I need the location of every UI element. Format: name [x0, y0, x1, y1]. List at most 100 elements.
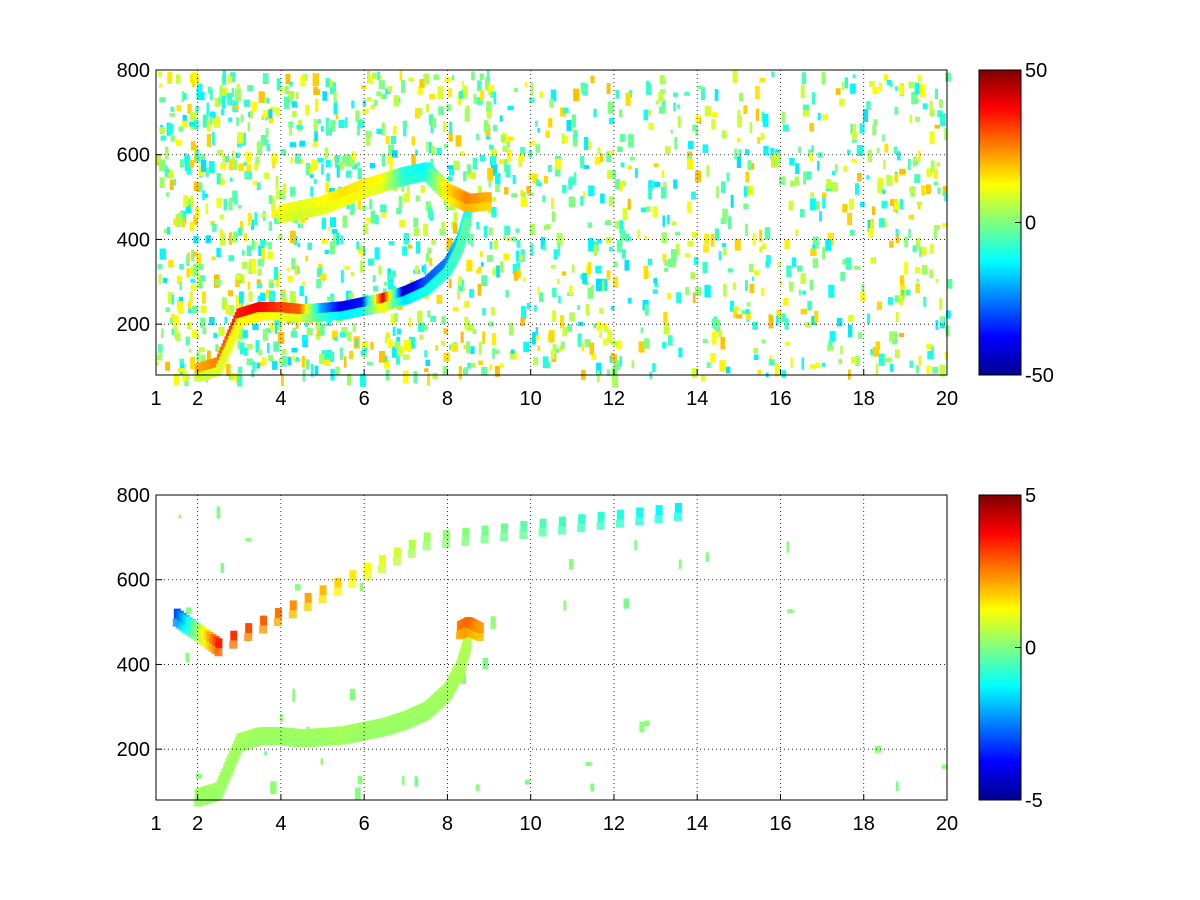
heatmap-cell: [189, 74, 193, 83]
heatmap-cell: [630, 156, 635, 161]
heatmap-cell: [284, 86, 289, 95]
heatmap-cell: [426, 104, 429, 113]
heatmap-cell: [671, 221, 677, 226]
heatmap-cell: [781, 370, 787, 378]
heatmap-cell: [376, 128, 383, 135]
heatmap-cell: [228, 117, 233, 123]
heatmap-cell: [476, 221, 480, 230]
heatmap-cell: [340, 235, 344, 245]
heatmap-cell: [230, 630, 238, 641]
heatmap-cell: [595, 265, 602, 274]
heatmap-cell: [805, 322, 811, 328]
heatmap-cell: [523, 276, 526, 282]
heatmap-cell: [180, 210, 187, 223]
heatmap-cell: [836, 317, 843, 327]
heatmap-cell: [334, 336, 338, 341]
heatmap-cell: [847, 212, 852, 226]
heatmap-cell: [160, 135, 167, 141]
heatmap-cell: [506, 149, 512, 163]
heatmap-cell: [364, 345, 367, 352]
heatmap-cell: [212, 132, 215, 146]
heatmap-cell: [492, 347, 495, 359]
heatmap-cell: [753, 347, 758, 353]
heatmap-cell: [330, 217, 336, 228]
heatmap-cell: [789, 281, 794, 292]
heatmap-cell: [547, 361, 551, 369]
heatmap-cell: [648, 122, 654, 130]
heatmap-cell: [759, 247, 763, 253]
heatmap-cell: [357, 168, 362, 179]
heatmap-cell: [817, 112, 821, 121]
heatmap-cell: [631, 360, 635, 369]
colorbar-tick-label: -50: [1025, 365, 1054, 387]
heatmap-cell: [921, 265, 928, 275]
heatmap-cell: [653, 278, 658, 284]
heatmap-cell: [614, 179, 621, 189]
heatmap-cell: [222, 156, 226, 162]
heatmap-cell: [358, 244, 363, 254]
heatmap-cell: [800, 273, 806, 284]
heatmap-cell: [161, 328, 164, 338]
heatmap-cell: [899, 168, 906, 174]
heatmap-cell: [453, 222, 458, 234]
heatmap-cell: [571, 264, 575, 273]
heatmap-cell: [663, 267, 669, 272]
heatmap-cell: [587, 222, 593, 228]
heatmap-cell: [580, 82, 586, 94]
heatmap-cell: [613, 354, 618, 368]
heatmap-cell: [851, 158, 858, 163]
heatmap-cell: [169, 179, 174, 190]
heatmap-cell: [530, 82, 534, 96]
heatmap-cell: [280, 356, 287, 367]
heatmap-cell: [408, 77, 415, 82]
heatmap-cell: [477, 185, 482, 199]
heatmap-cell: [488, 176, 491, 187]
heatmap-cell: [738, 149, 742, 157]
heatmap-cell: [749, 263, 754, 273]
heatmap-cell: [311, 159, 317, 171]
heatmap-cell: [929, 269, 934, 278]
heatmap-cell: [340, 347, 343, 360]
heatmap-cell: [221, 88, 226, 101]
heatmap-cell: [915, 283, 920, 294]
heatmap-cell: [757, 136, 761, 144]
heatmap-cell: [159, 126, 165, 134]
heatmap-cell: [431, 117, 437, 128]
heatmap-cell: [617, 340, 622, 349]
heatmap-cell: [747, 160, 752, 171]
heatmap-cell: [670, 129, 673, 134]
heatmap-cell: [744, 223, 748, 237]
heatmap-cell: [736, 156, 741, 168]
heatmap-cell: [735, 314, 743, 319]
heatmap-cell: [186, 607, 192, 615]
heatmap-cell: [179, 358, 184, 364]
heatmap-cell: [573, 172, 577, 185]
heatmap-cell: [399, 219, 406, 228]
heatmap-cell: [643, 338, 650, 349]
heatmap-cell: [528, 172, 535, 180]
heatmap-cell: [294, 265, 299, 275]
heatmap-cell: [399, 70, 403, 81]
heatmap-cell: [263, 110, 269, 118]
heatmap-cell: [504, 225, 510, 236]
heatmap-cell: [904, 261, 908, 275]
x-tick-label: 1: [150, 388, 161, 410]
heatmap-cell: [195, 106, 199, 115]
x-tick-label: 2: [192, 813, 203, 835]
heatmap-cell: [914, 267, 921, 274]
heatmap-cell: [486, 101, 492, 112]
heatmap-cell: [292, 327, 296, 332]
heatmap-cell: [455, 135, 462, 147]
x-tick-label: 16: [769, 388, 791, 410]
heatmap-cell: [392, 326, 396, 336]
heatmap-cell: [191, 76, 196, 87]
heatmap-cell: [214, 279, 221, 286]
heatmap-cell: [660, 79, 666, 85]
heatmap-cell: [299, 140, 306, 147]
heatmap-cell: [222, 95, 226, 109]
heatmap-cell: [762, 243, 767, 249]
heatmap-cell: [373, 100, 378, 106]
heatmap-cell: [289, 125, 292, 136]
heatmap-cell: [238, 366, 243, 374]
